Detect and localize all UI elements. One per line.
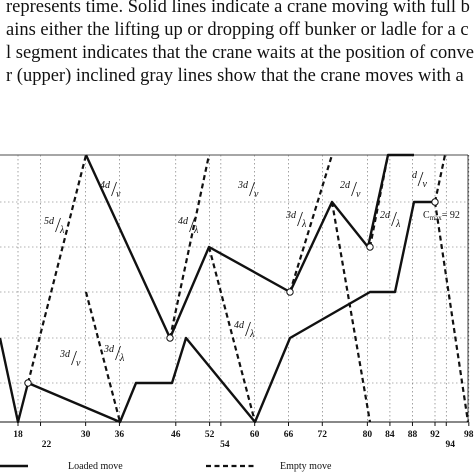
ann-5d-lambda: 5d λ (44, 216, 65, 236)
time-tick-label: 36 (115, 430, 125, 440)
fraction-numerator: 4d (234, 320, 245, 331)
ann-3d-lambda-left: 3d λ (103, 344, 125, 364)
fraction-denominator: v (423, 179, 428, 190)
fraction-slash (297, 211, 303, 227)
time-tick-label: 88 (408, 430, 418, 440)
time-tick-label: 72 (318, 430, 328, 440)
cmax-label: Cmax= 92 (423, 210, 460, 222)
time-tick-labels: 18 22 30 36 46 52 54 60 66 72 80 84 88 92 94 98 (13, 430, 474, 450)
fraction-denominator: v (76, 358, 81, 369)
time-tick-label: 52 (205, 430, 215, 440)
time-tick-label: 66 (284, 430, 294, 440)
fraction-slash (417, 171, 424, 187)
empty-path-4 (207, 246, 257, 423)
fraction-numerator: 5d (44, 216, 55, 227)
ann-4d-lambda-mid: 4d λ (178, 216, 199, 236)
time-tick-label: 54 (220, 440, 230, 450)
wait-marker (431, 198, 439, 206)
fraction-numerator: 3d (103, 344, 115, 355)
time-tick-label: 84 (385, 430, 395, 440)
fraction-slash (391, 211, 397, 227)
time-tick-label: 92 (430, 430, 440, 440)
empty-path-2 (84, 291, 122, 423)
fraction-denominator: λ (193, 225, 199, 236)
fraction-denominator: λ (301, 219, 307, 230)
fraction-numerator: 3d (285, 210, 297, 221)
empty-path-6 (330, 201, 372, 423)
ann-4d-v-first: 4d v (100, 180, 121, 200)
fraction-numerator: d (412, 170, 418, 181)
wait-marker (166, 334, 174, 342)
fraction-denominator: λ (249, 329, 255, 340)
legend-empty-label: Empty move (280, 461, 332, 472)
ann-4d-lambda-low: 4d λ (234, 320, 255, 340)
wait-marker (286, 288, 294, 296)
caption-line: ains either the lifting up or dropping o… (6, 20, 469, 40)
ann-3d-v-mid: 3d v (237, 180, 259, 200)
fraction-denominator: λ (395, 219, 401, 230)
fraction-numerator: 4d (100, 180, 111, 191)
time-tick-label: 98 (464, 430, 474, 440)
fraction-numerator: 2d (340, 180, 351, 191)
fraction-numerator: 4d (178, 216, 189, 227)
caption-line: l segment indicates that the crane waits… (6, 43, 474, 63)
fraction-denominator: λ (59, 225, 65, 236)
ann-d-v: dv (412, 170, 428, 190)
ann-2d-lambda: 2d λ (380, 210, 401, 230)
legend-loaded-label: Loaded move (68, 461, 123, 472)
fraction-slash (71, 350, 77, 366)
empty-path-upper (26, 154, 88, 384)
ann-2d-v: 2d v (340, 180, 361, 200)
empty-path-9 (433, 201, 470, 423)
fraction-denominator: v (356, 189, 361, 200)
fraction-numerator: 3d (59, 349, 71, 360)
fraction-slash (115, 345, 121, 361)
caption-line: r (upper) inclined gray lines show that … (6, 66, 464, 86)
ann-3d-lambda-right: 3d λ (285, 210, 307, 230)
fraction-slash (189, 217, 195, 233)
fraction-slash (351, 181, 357, 197)
fraction-numerator: 2d (380, 210, 391, 221)
empty-path-7 (368, 154, 390, 248)
time-tick-label: 30 (81, 430, 91, 440)
fraction-numerator: 3d (237, 180, 249, 191)
fraction-denominator: λ (119, 353, 125, 364)
time-tick-label: 18 (13, 430, 23, 440)
fraction-slash (111, 181, 117, 197)
fraction-slash (55, 217, 61, 233)
fraction-slash (245, 321, 251, 337)
loaded-path-upper (84, 153, 414, 340)
time-gridlines (17, 155, 470, 426)
empty-path-5 (288, 154, 334, 293)
fraction-denominator: v (116, 189, 121, 200)
fraction-slash (249, 181, 255, 197)
wait-marker (366, 243, 374, 251)
caption-line: represents time. Solid lines indicate a … (6, 0, 470, 17)
empty-path-8 (433, 154, 447, 203)
empty-path-3 (168, 154, 211, 339)
ann-3d-v-left: 3d v (59, 349, 81, 369)
time-tick-label: 80 (363, 430, 373, 440)
time-tick-label: 46 (171, 430, 181, 440)
wait-marker (24, 379, 32, 387)
time-tick-label: 22 (42, 440, 52, 450)
fraction-denominator: v (254, 189, 259, 200)
time-tick-label: 60 (250, 430, 260, 440)
time-tick-label: 94 (446, 440, 456, 450)
